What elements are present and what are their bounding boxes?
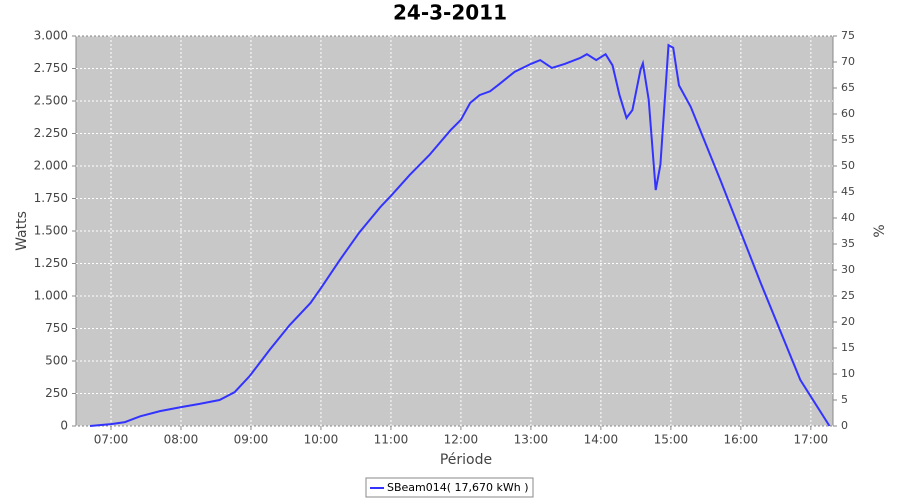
x-tick-label: 14:00	[584, 433, 619, 447]
x-tick-label: 15:00	[654, 433, 689, 447]
x-tick-label: 10:00	[304, 433, 339, 447]
y2-tick-label: 60	[841, 107, 855, 120]
y2-tick-label: 35	[841, 237, 855, 250]
legend	[365, 477, 534, 498]
y2-tick-label: 20	[841, 315, 855, 328]
x-tick-label: 09:00	[234, 433, 269, 447]
y-tick-label: 3.000	[34, 29, 68, 43]
y2-tick-label: 65	[841, 81, 855, 94]
legend-label: SBeam014( 17,670 kWh )	[387, 481, 529, 494]
y2-tick-label: 50	[841, 159, 855, 172]
y-tick-label: 500	[45, 354, 68, 368]
x-tick-label: 12:00	[444, 433, 479, 447]
y2-axis-title: %	[872, 224, 888, 237]
x-tick-label: 13:00	[514, 433, 549, 447]
x-tick-label: 07:00	[94, 433, 129, 447]
x-axis-title: Période	[440, 452, 492, 468]
y-tick-label: 2.500	[34, 94, 68, 108]
y2-tick-label: 30	[841, 263, 855, 276]
y-tick-label: 2.250	[34, 126, 68, 140]
y2-tick-label: 0	[841, 419, 848, 432]
y2-tick-label: 40	[841, 211, 855, 224]
x-tick-label: 16:00	[724, 433, 759, 447]
y-tick-label: 2.000	[34, 159, 68, 173]
y-tick-label: 250	[45, 386, 68, 400]
x-tick-label: 17:00	[794, 433, 829, 447]
chart-title: 24-3-2011	[393, 1, 507, 25]
x-tick-label: 08:00	[164, 433, 199, 447]
series-line	[89, 43, 831, 427]
plot-area	[75, 35, 834, 427]
x-tick-label: 11:00	[374, 433, 409, 447]
y-axis-title: Watts	[14, 211, 30, 251]
y2-tick-label: 45	[841, 185, 855, 198]
y2-tick-label: 70	[841, 55, 855, 68]
y-tick-label: 2.750	[34, 61, 68, 75]
y-tick-label: 1.250	[34, 256, 68, 270]
y2-tick-label: 75	[841, 29, 855, 42]
y2-tick-label: 25	[841, 289, 855, 302]
y-tick-label: 1.000	[34, 289, 68, 303]
y-tick-label: 750	[45, 321, 68, 335]
y-tick-label: 1.750	[34, 191, 68, 205]
y2-tick-label: 10	[841, 367, 855, 380]
y2-tick-label: 55	[841, 133, 855, 146]
y2-tick-label: 5	[841, 393, 848, 406]
y-tick-label: 1.500	[34, 224, 68, 238]
y2-tick-label: 15	[841, 341, 855, 354]
y-tick-label: 0	[60, 419, 68, 433]
